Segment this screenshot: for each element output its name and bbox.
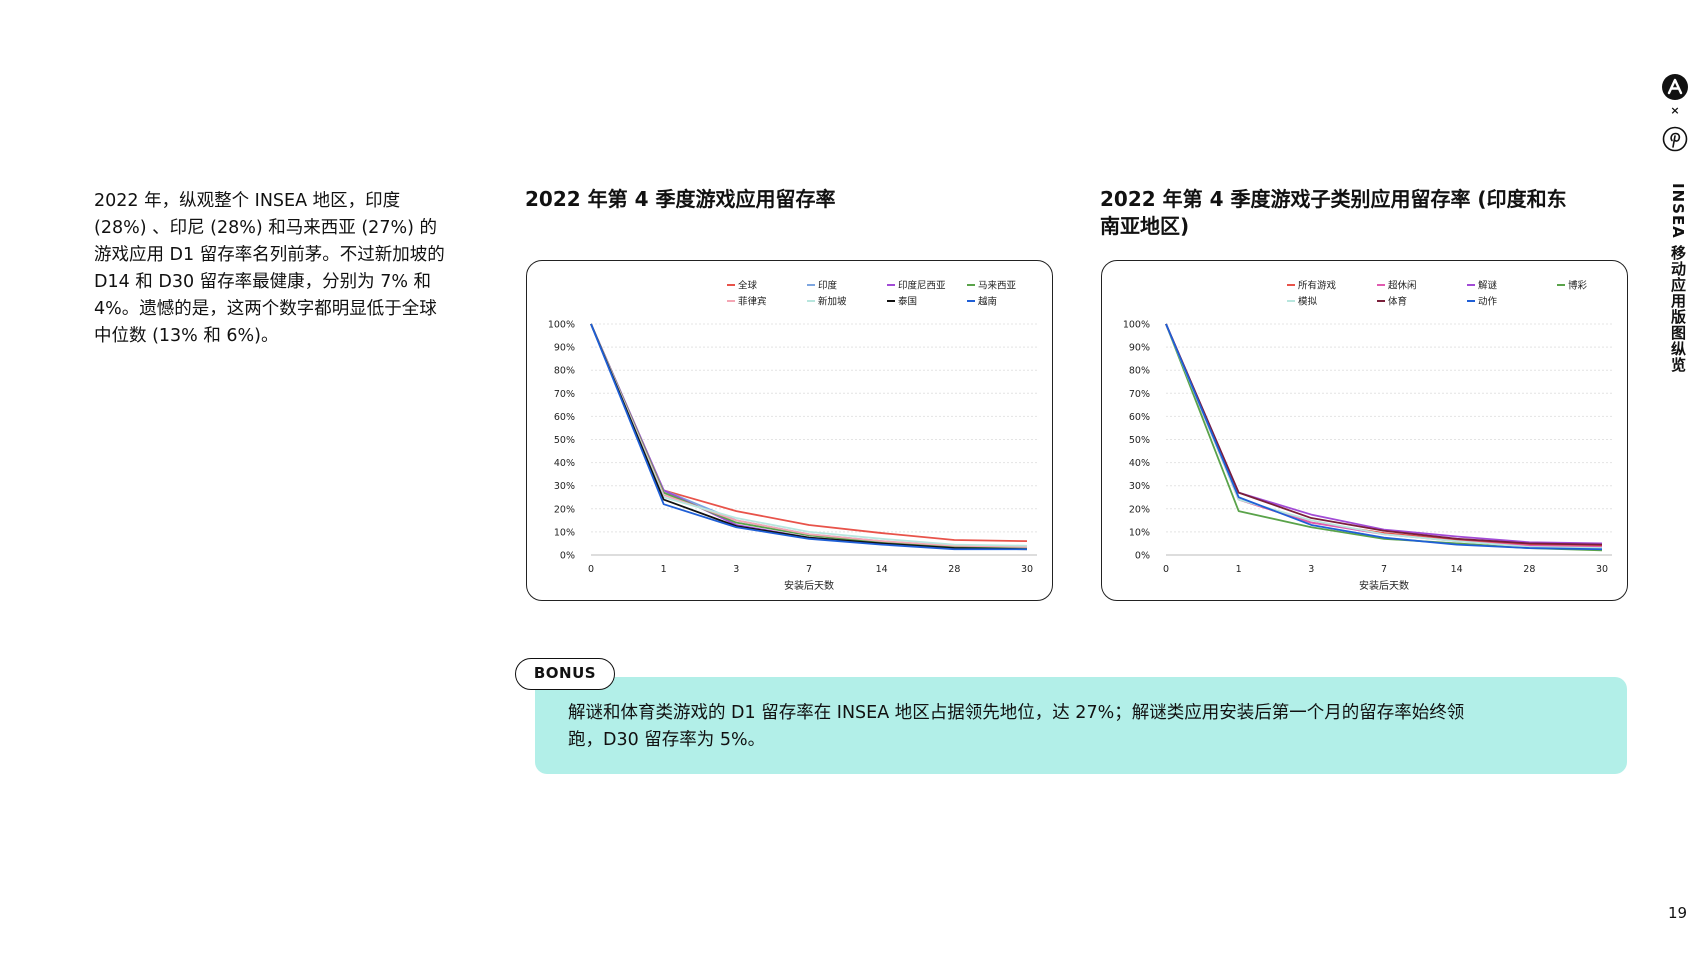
legend-label: 马来西亚 (978, 281, 1017, 292)
x-tick-label: 0 (1163, 564, 1169, 575)
series-line-2 (1165, 323, 1603, 545)
x-tick-label: 7 (806, 564, 812, 575)
x-tick-label: 28 (1523, 564, 1535, 575)
chart-panel-overall: 0% 10% 20% 30% 40% 50% 60% 70% 80% 90% 100% 0 1 3 7 14 2… (526, 260, 1053, 601)
bonus-text: 解谜和体育类游戏的 D1 留存率在 INSEA 地区占据领先地位，达 27%；解… (568, 703, 1465, 750)
legend-label: 博彩 (1568, 280, 1588, 292)
retention-chart-overall: 0% 10% 20% 30% 40% 50% 60% 70% 80% 90% 100% 0 1 3 7 14 2… (548, 280, 1037, 592)
x-tick-label: 1 (661, 564, 667, 575)
legend-label: 全球 (738, 280, 758, 292)
series-line-3 (590, 323, 1028, 549)
intro-paragraph: 2022 年，纵观整个 INSEA 地区，印度 (28%) 、印尼 (28%) … (94, 191, 445, 346)
series-line-7 (590, 323, 1027, 551)
series-line-4 (590, 323, 1028, 548)
chart-title-subcategory: 2022 年第 4 季度游戏子类别应用留存率 (印度和东南亚地区) (1100, 187, 1567, 238)
x-tick-label: 3 (1308, 564, 1314, 575)
legend-label: 菲律宾 (738, 296, 767, 308)
series-line-1 (1165, 323, 1603, 548)
y-tick-label: 80% (554, 366, 575, 377)
legend-label: 新加坡 (818, 296, 847, 308)
series-line-3 (1165, 323, 1603, 552)
y-tick-label: 90% (554, 343, 575, 354)
x-tick-label: 7 (1381, 564, 1387, 575)
y-tick-label: 100% (548, 320, 575, 331)
chart-title-overall: 2022 年第 4 季度游戏应用留存率 (525, 187, 836, 211)
series-line-4 (1165, 323, 1603, 549)
x-tick-label: 30 (1596, 564, 1608, 575)
series-line-5 (1165, 323, 1603, 546)
x-tick-label: 30 (1021, 564, 1033, 575)
y-tick-label: 40% (1129, 458, 1150, 469)
y-tick-label: 0% (560, 551, 575, 562)
y-tick-label: 40% (554, 458, 575, 469)
logo-separator: × (1670, 104, 1680, 117)
legend-label: 印度 (818, 280, 838, 292)
x-tick-label: 14 (1451, 564, 1463, 575)
x-axis-label: 安装后天数 (1359, 579, 1409, 592)
y-tick-label: 30% (554, 481, 575, 492)
y-tick-label: 10% (554, 527, 575, 538)
retention-chart-subcategory: 0% 10% 20% 30% 40% 50% 60% 70% 80% 90% 100% 0 1 3 7 14 2… (1123, 280, 1612, 592)
series-line-5 (590, 323, 1028, 547)
series-line-2 (590, 323, 1027, 549)
x-tick-label: 3 (733, 564, 739, 575)
appsflyer-logo-icon (1662, 74, 1688, 100)
legend-label: 模拟 (1298, 296, 1318, 308)
page-number: 19 (1668, 904, 1688, 922)
y-tick-label: 20% (554, 504, 575, 515)
y-tick-label: 80% (1129, 366, 1150, 377)
bonus-callout (535, 677, 1627, 774)
legend-label: 体育 (1388, 296, 1407, 308)
bonus-badge: BONUS (515, 658, 615, 690)
pinterest-logo-icon (1662, 126, 1688, 152)
legend-label: 超休闲 (1388, 280, 1417, 292)
series-line-6 (590, 323, 1028, 551)
y-tick-label: 100% (1123, 320, 1150, 331)
series-line-6 (1165, 323, 1603, 551)
x-tick-label: 28 (948, 564, 960, 575)
y-tick-label: 60% (1129, 412, 1150, 423)
y-tick-label: 50% (554, 435, 575, 446)
legend-label: 越南 (978, 296, 997, 308)
legend-label: 泰国 (898, 296, 917, 308)
series-line-1 (590, 323, 1028, 549)
x-axis-label: 安装后天数 (784, 579, 834, 592)
y-tick-label: 10% (1129, 527, 1150, 538)
y-tick-label: 20% (1129, 504, 1150, 515)
y-tick-label: 60% (554, 412, 575, 423)
section-side-title: INSEA 移动应用版图纵览 (1669, 183, 1687, 374)
legend-label: 所有游戏 (1298, 280, 1337, 292)
chart-panel-subcategory: 0% 10% 20% 30% 40% 50% 60% 70% 80% 90% 100% 0 1 3 7 14 2… (1101, 260, 1628, 601)
legend-label: 解谜 (1478, 280, 1498, 292)
y-tick-label: 70% (554, 389, 575, 400)
x-tick-label: 1 (1236, 564, 1242, 575)
series-line-0 (1165, 323, 1603, 547)
y-tick-label: 30% (1129, 481, 1150, 492)
y-tick-label: 50% (1129, 435, 1150, 446)
y-tick-label: 70% (1129, 389, 1150, 400)
y-tick-label: 90% (1129, 343, 1150, 354)
x-tick-label: 14 (876, 564, 888, 575)
legend-label: 印度尼西亚 (898, 280, 946, 292)
x-tick-label: 0 (588, 564, 594, 575)
legend-label: 动作 (1478, 296, 1498, 308)
y-tick-label: 0% (1135, 551, 1150, 562)
